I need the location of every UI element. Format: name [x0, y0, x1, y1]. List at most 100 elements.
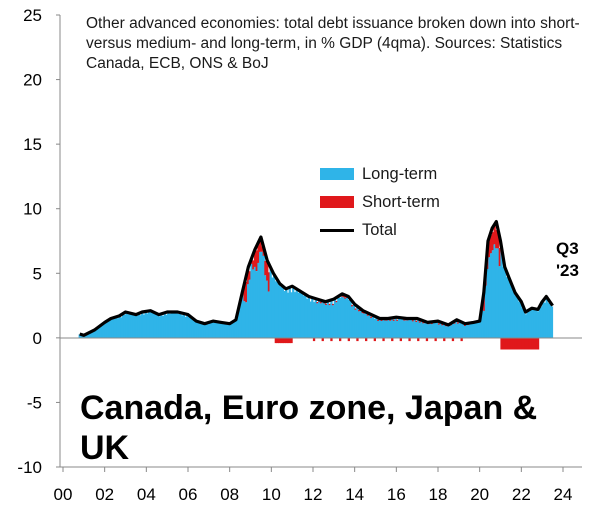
bar-long-term [220, 322, 224, 338]
bar-long-term [257, 262, 260, 338]
bar-long-term [243, 301, 246, 338]
bar-long-term [352, 304, 356, 338]
bar-short-term [441, 324, 444, 326]
bar-long-term [319, 303, 323, 338]
bar-long-term [516, 296, 519, 338]
bar-short-term [490, 235, 493, 254]
y-tick-label: 0 [33, 329, 42, 348]
bar-short-term [286, 337, 290, 344]
bar-long-term [271, 277, 274, 338]
bar-short-term [533, 337, 536, 350]
bar-short-term [498, 248, 501, 267]
legend-swatch-total [320, 228, 354, 232]
bar-long-term [437, 324, 441, 338]
bar-long-term [431, 324, 434, 338]
bar-long-term [193, 319, 196, 338]
bar-short-term [260, 246, 264, 252]
bar-short-term [503, 337, 507, 350]
bar-short-term [278, 337, 281, 344]
y-tick-label: 5 [33, 264, 42, 283]
bar-short-term [396, 319, 399, 321]
bar-long-term [122, 313, 125, 338]
bar-short-term [351, 305, 354, 307]
bar-long-term [153, 313, 156, 338]
bar-long-term [417, 318, 420, 338]
bar-long-term [134, 314, 137, 338]
legend: Long-term Short-term Total [320, 160, 440, 244]
bar-long-term [422, 323, 425, 338]
bar-short-term [457, 322, 460, 324]
bar-long-term [255, 271, 258, 338]
bar-long-term [337, 298, 340, 338]
bar-short-term [417, 337, 420, 342]
bar-long-term [120, 317, 123, 338]
bar-long-term [505, 277, 508, 338]
bar-long-term [380, 321, 383, 338]
bar-long-term [493, 244, 496, 338]
bar-short-term [526, 337, 529, 350]
bar-long-term [135, 315, 139, 338]
bar-long-term [549, 302, 552, 338]
bar-long-term [158, 316, 161, 338]
legend-label-long-term: Long-term [362, 164, 438, 183]
bar-long-term [448, 326, 451, 338]
bar-long-term [413, 319, 416, 338]
bar-short-term [418, 321, 422, 323]
bar-long-term [399, 319, 402, 338]
bar-short-term [536, 337, 540, 350]
bar-long-term [469, 323, 472, 338]
bar-long-term [403, 320, 406, 338]
bar-short-term [290, 337, 293, 344]
bar-long-term [530, 309, 533, 338]
bar-short-term [365, 337, 368, 342]
bar-short-term [332, 303, 335, 306]
bar-long-term [240, 297, 243, 338]
bar-long-term [108, 320, 111, 338]
bar-long-term [356, 306, 359, 338]
bar-long-term [160, 313, 163, 338]
bar-short-term [274, 337, 277, 344]
bar-short-term [443, 337, 446, 342]
bar-long-term [467, 325, 470, 338]
bar-long-term [477, 321, 481, 338]
bar-long-term [495, 248, 498, 338]
bar-long-term [168, 313, 172, 338]
bar-short-term [321, 337, 324, 342]
bar-short-term [328, 303, 331, 306]
bar-short-term [356, 337, 359, 342]
bar-long-term [354, 309, 357, 338]
bar-short-term [335, 300, 338, 303]
bar-long-term [500, 247, 503, 338]
bar-short-term [267, 272, 271, 292]
bar-long-term [285, 289, 288, 338]
bar-short-term [389, 319, 392, 321]
bar-long-term [302, 295, 305, 338]
bar-long-term [281, 287, 284, 338]
bar-short-term [257, 245, 260, 263]
bar-long-term [273, 274, 276, 338]
bar-short-term [252, 260, 255, 270]
bar-short-term [399, 337, 402, 342]
bar-long-term [470, 322, 474, 338]
chart-subtitle: Canada, Euro zone, Japan & UK [80, 389, 538, 467]
bar-long-term [181, 315, 184, 338]
bar-long-term [252, 269, 255, 338]
bar-long-term [276, 281, 279, 338]
bar-long-term [342, 297, 345, 338]
bar-short-term [491, 232, 495, 251]
bar-long-term [332, 305, 335, 338]
bar-long-term [524, 314, 527, 338]
bar-long-term [92, 330, 95, 338]
x-tick-label: 04 [137, 485, 156, 504]
bar-long-term [170, 312, 173, 338]
legend-label-short-term: Short-term [362, 192, 440, 211]
bar-long-term [214, 322, 217, 338]
bar-short-term [247, 268, 250, 285]
bar-long-term [497, 248, 500, 338]
bar-long-term [349, 300, 352, 338]
bar-long-term [443, 323, 446, 338]
bar-short-term [276, 337, 279, 344]
bar-short-term [408, 337, 411, 342]
bar-long-term [436, 322, 439, 338]
